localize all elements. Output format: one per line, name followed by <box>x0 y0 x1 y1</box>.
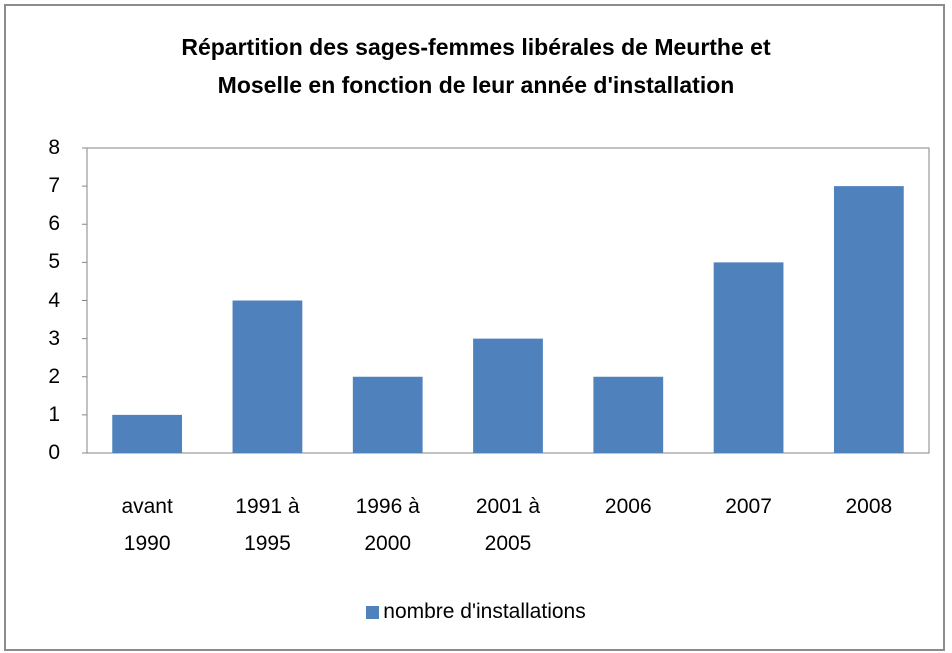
x-tick-label: 2008 <box>845 495 893 518</box>
y-tick-label: 4 <box>48 288 60 312</box>
y-tick-label: 1 <box>48 402 60 426</box>
y-tick-label: 7 <box>48 174 60 198</box>
y-tick-label: 0 <box>48 441 60 464</box>
bar <box>232 300 303 453</box>
legend-label: nombre d'installations <box>383 600 586 623</box>
y-tick-label: 3 <box>48 326 60 350</box>
x-tick-label: 1996 à 2000 <box>355 495 420 555</box>
x-tick-label: 2001 à 2005 <box>475 495 541 555</box>
x-tick-label: avant 1990 <box>121 495 173 555</box>
chart-frame <box>4 4 945 651</box>
x-tick-label: 2007 <box>725 495 772 518</box>
x-tick-label: 2006 <box>604 495 652 518</box>
bar <box>352 376 423 453</box>
legend-swatch <box>366 605 380 619</box>
bar <box>593 376 664 453</box>
y-tick-label: 2 <box>48 364 60 388</box>
bar <box>713 262 784 453</box>
bar <box>473 338 543 453</box>
bar <box>112 414 183 453</box>
x-tick-label: 1991 à 1995 <box>235 495 300 555</box>
y-tick-label: 6 <box>48 212 60 236</box>
bar <box>833 186 904 453</box>
y-tick-label: 8 <box>48 136 60 159</box>
y-tick-label: 5 <box>48 250 60 274</box>
chart-title: Répartition des sages-femmes libérales d… <box>181 34 771 98</box>
legend: nombre d'installations <box>0 600 952 624</box>
